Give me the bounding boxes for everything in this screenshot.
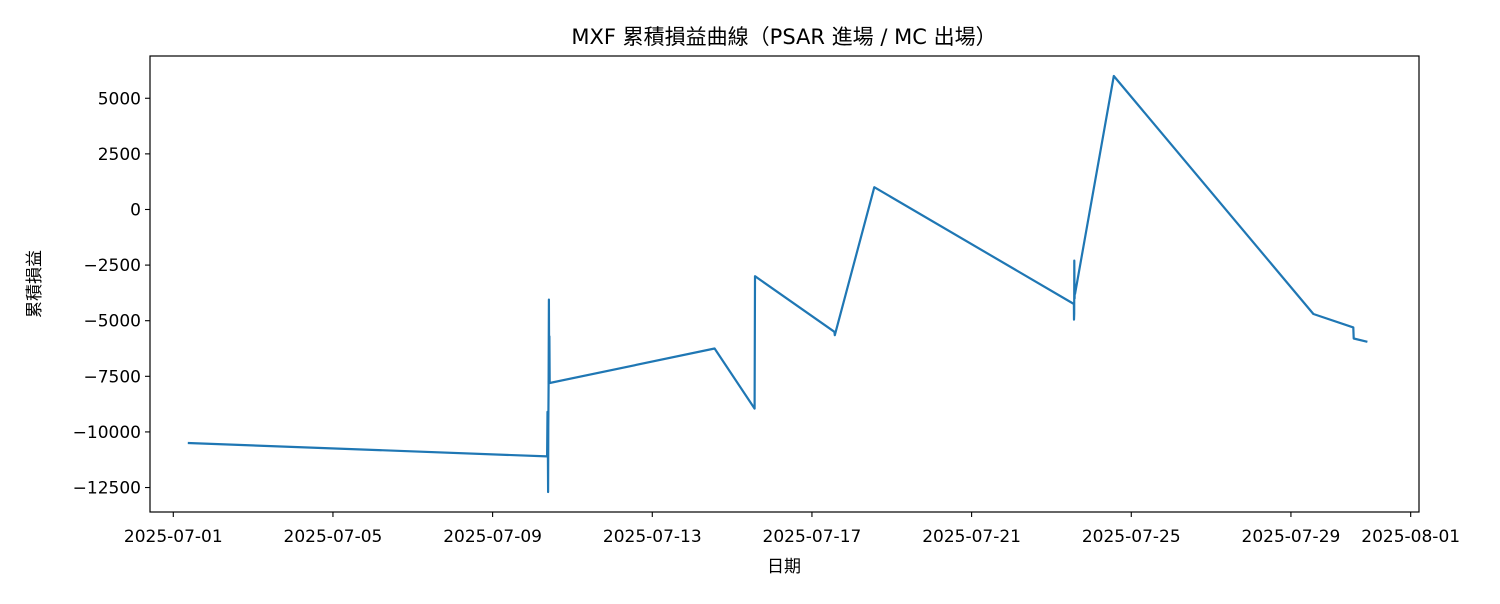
x-tick-label: 2025-07-01 [124,527,223,547]
y-axis-ticks: −12500 −10000 −7500 −5000 −2500 0 2500 5000 [73,89,150,499]
y-tick-label: 2500 [98,145,141,165]
y-tick-label: −12500 [73,479,141,499]
y-tick-label: 0 [130,200,141,220]
y-tick-label: −2500 [83,256,141,276]
x-tick-label: 2025-07-29 [1242,527,1341,547]
x-tick-label: 2025-07-21 [922,527,1021,547]
x-tick-label: 2025-07-25 [1082,527,1181,547]
plot-data-layer [187,74,1368,494]
series-line [187,74,1368,494]
x-tick-label: 2025-07-09 [443,527,542,547]
x-tick-label: 2025-07-05 [284,527,383,547]
y-tick-label: 5000 [98,89,141,109]
plot-frame [149,55,1420,513]
y-axis-label: 累積損益 [25,250,45,318]
chart-title: MXF 累積損益曲線（PSAR 進場 / MC 出場） [571,25,996,49]
x-axis-ticks: 2025-07-01 2025-07-05 2025-07-09 2025-07-13… [124,512,1460,547]
x-tick-label: 2025-07-17 [763,527,862,547]
y-tick-label: −10000 [73,423,141,443]
x-tick-label: 2025-08-01 [1361,527,1460,547]
y-tick-label: −5000 [83,312,141,332]
y-tick-label: −7500 [83,367,141,387]
x-tick-label: 2025-07-13 [603,527,702,547]
x-axis-label: 日期 [767,557,801,577]
